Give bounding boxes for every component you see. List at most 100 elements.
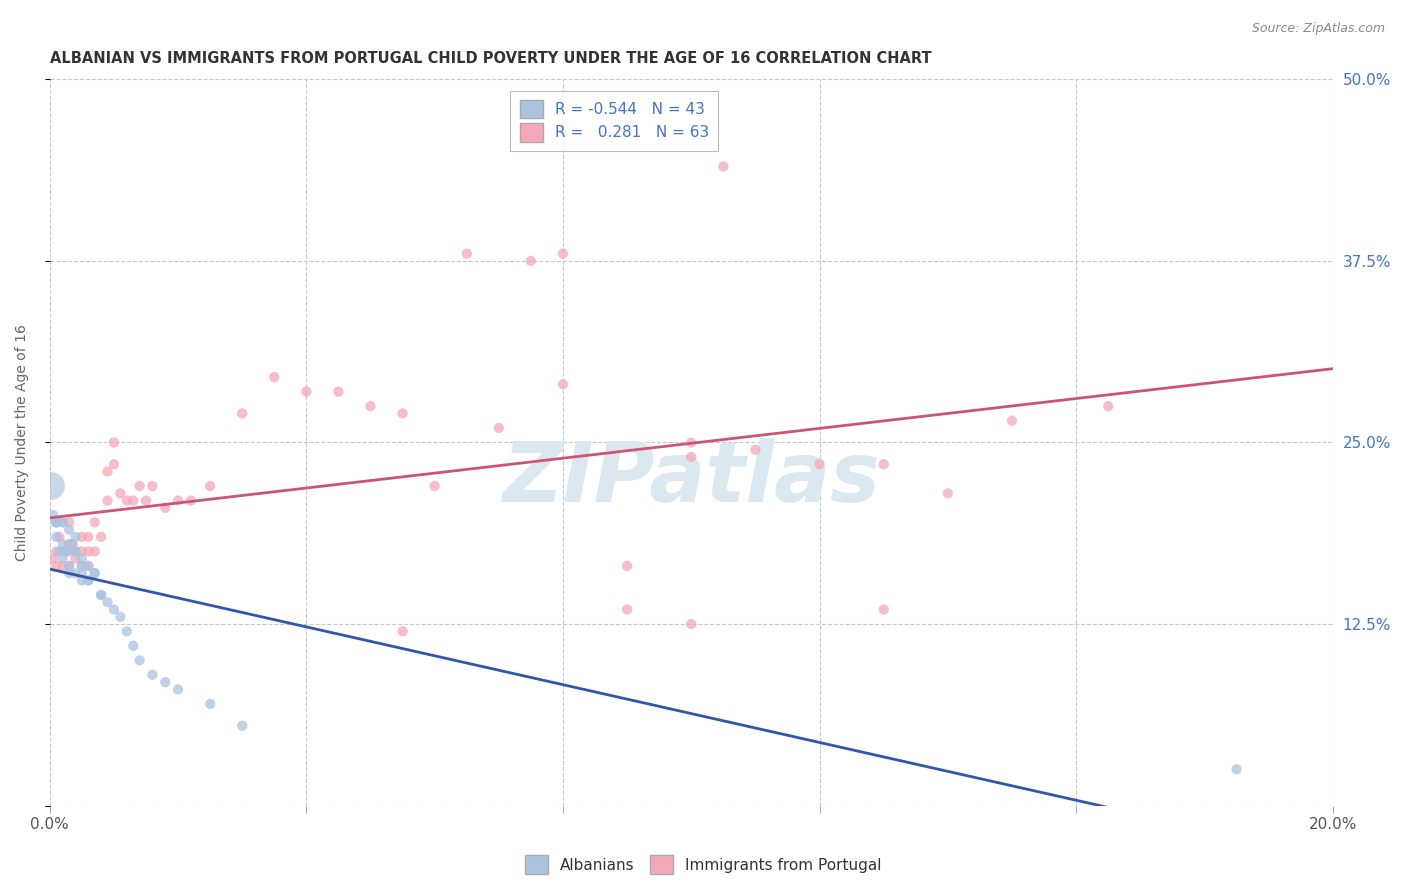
Point (200, 697, 222, 711)
Point (65, 544, 87, 558)
Point (681, 617, 703, 632)
Point (616, 602, 638, 616)
Point (90, 588, 112, 602)
Point (45, 516, 67, 530)
Point (391, 406, 413, 420)
Point (39, 479, 62, 493)
Point (83, 566, 105, 581)
Point (83, 544, 105, 558)
Point (42, 551, 65, 566)
Point (520, 253, 543, 268)
Point (180, 493, 202, 508)
Point (711, 160, 734, 174)
Point (141, 479, 163, 493)
Point (83, 566, 105, 581)
Point (52, 551, 75, 566)
Point (58, 566, 80, 581)
Point (873, 457, 896, 471)
Point (58, 537, 80, 551)
Point (65, 551, 87, 566)
Point (456, 246, 478, 260)
Point (70, 558, 93, 573)
Point (70, 574, 93, 588)
Legend: Albanians, Immigrants from Portugal: Albanians, Immigrants from Portugal (519, 849, 887, 880)
Point (90, 530, 112, 544)
Point (42, 508, 65, 522)
Point (90, 588, 112, 602)
Point (744, 442, 766, 457)
Point (122, 639, 145, 653)
Point (231, 719, 253, 733)
Point (45, 516, 67, 530)
Point (391, 624, 413, 639)
Point (97, 595, 120, 609)
Point (115, 493, 138, 508)
Point (77, 574, 100, 588)
Point (122, 493, 145, 508)
Point (58, 544, 80, 558)
Point (65, 544, 87, 558)
Text: ALBANIAN VS IMMIGRANTS FROM PORTUGAL CHILD POVERTY UNDER THE AGE OF 16 CORRELATI: ALBANIAN VS IMMIGRANTS FROM PORTUGAL CHI… (49, 51, 931, 66)
Point (167, 493, 190, 508)
Point (77, 558, 100, 573)
Point (200, 479, 222, 493)
Text: Source: ZipAtlas.com: Source: ZipAtlas.com (1251, 22, 1385, 36)
Legend: R = -0.544   N = 43, R =   0.281   N = 63: R = -0.544 N = 43, R = 0.281 N = 63 (510, 91, 718, 151)
Point (128, 653, 150, 667)
Point (1225, 762, 1247, 776)
Text: ZIPatlas: ZIPatlas (502, 438, 880, 519)
Point (70, 558, 93, 573)
Point (58, 516, 80, 530)
Point (873, 602, 896, 616)
Point (110, 486, 132, 500)
Point (70, 544, 93, 558)
Point (110, 609, 132, 624)
Point (77, 574, 100, 588)
Point (65, 530, 87, 544)
Point (58, 558, 80, 573)
Point (52, 516, 75, 530)
Point (58, 523, 80, 537)
Point (60, 537, 83, 551)
Point (360, 399, 382, 413)
Point (103, 602, 125, 616)
Point (128, 479, 150, 493)
Point (1097, 399, 1119, 413)
Point (70, 551, 93, 566)
Point (77, 544, 100, 558)
Point (60, 537, 83, 551)
Point (328, 384, 350, 399)
Point (77, 558, 100, 573)
Point (55, 544, 77, 558)
Point (45, 544, 67, 558)
Point (115, 624, 138, 639)
Point (551, 377, 574, 392)
Point (488, 421, 510, 435)
Point (1001, 414, 1024, 428)
Point (936, 486, 959, 500)
Point (58, 558, 80, 573)
Point (423, 479, 446, 493)
Point (77, 530, 100, 544)
Point (70, 566, 93, 581)
Point (103, 457, 125, 471)
Point (155, 675, 177, 690)
Point (65, 566, 87, 581)
Point (681, 450, 703, 464)
Point (681, 435, 703, 450)
Point (48, 544, 70, 558)
Point (231, 406, 253, 420)
Point (97, 493, 120, 508)
Point (97, 465, 120, 479)
Point (45, 558, 67, 573)
Point (135, 493, 157, 508)
Point (141, 668, 163, 682)
Point (48, 530, 70, 544)
Point (295, 384, 318, 399)
Point (551, 246, 574, 260)
Point (808, 457, 831, 471)
Point (45, 516, 67, 530)
Point (616, 558, 638, 573)
Point (45, 530, 67, 544)
Y-axis label: Child Poverty Under the Age of 16: Child Poverty Under the Age of 16 (15, 324, 30, 561)
